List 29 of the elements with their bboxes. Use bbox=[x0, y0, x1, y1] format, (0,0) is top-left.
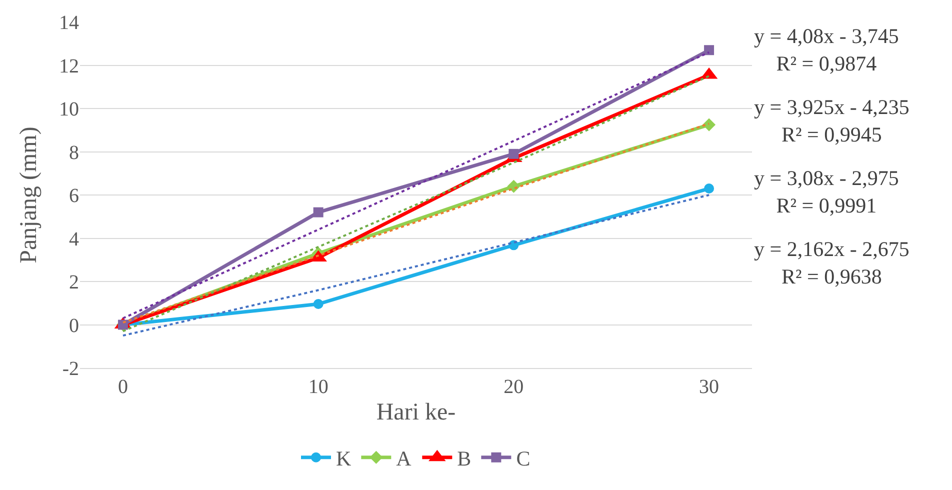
x-tick-label: 0 bbox=[118, 376, 128, 398]
legend-label: B bbox=[457, 446, 472, 471]
text: y = 4,08x - 3,745 R² = 0,9874 bbox=[754, 24, 899, 76]
legend-label: A bbox=[396, 446, 412, 471]
legend-label: C bbox=[516, 446, 530, 471]
x-tick-label: 30 bbox=[699, 376, 720, 398]
point bbox=[313, 298, 324, 309]
text: y = 3,925x - 4,235 R² = 0,9945 bbox=[754, 95, 910, 146]
y-tick-label: 8 bbox=[69, 142, 79, 164]
y-tick-label: 14 bbox=[59, 12, 79, 34]
point bbox=[313, 207, 324, 218]
y-tick-label: 0 bbox=[69, 314, 79, 337]
point bbox=[702, 118, 716, 132]
point bbox=[704, 184, 714, 194]
y-tick-label: 12 bbox=[59, 55, 79, 78]
x-tick-label: 20 bbox=[504, 376, 524, 398]
y-axis-title: Panjang (mm) bbox=[16, 126, 42, 264]
x-axis-title: Hari ke- bbox=[376, 399, 456, 426]
point bbox=[508, 148, 519, 159]
text: y = 3,08x - 2,975 R² = 0,9991 bbox=[754, 166, 899, 218]
x-tick-label: 10 bbox=[308, 376, 328, 398]
y-tick-label: 4 bbox=[69, 228, 79, 250]
y-tick-label: 2 bbox=[69, 272, 79, 294]
point bbox=[704, 45, 714, 56]
text: y = 2,162x - 2,675 R² = 0,9638 bbox=[754, 237, 910, 288]
y-tick-label: 10 bbox=[59, 98, 79, 120]
legend-label: K bbox=[336, 446, 352, 471]
y-tick-label: 6 bbox=[69, 185, 79, 207]
y-tick-label: -2 bbox=[62, 358, 79, 380]
